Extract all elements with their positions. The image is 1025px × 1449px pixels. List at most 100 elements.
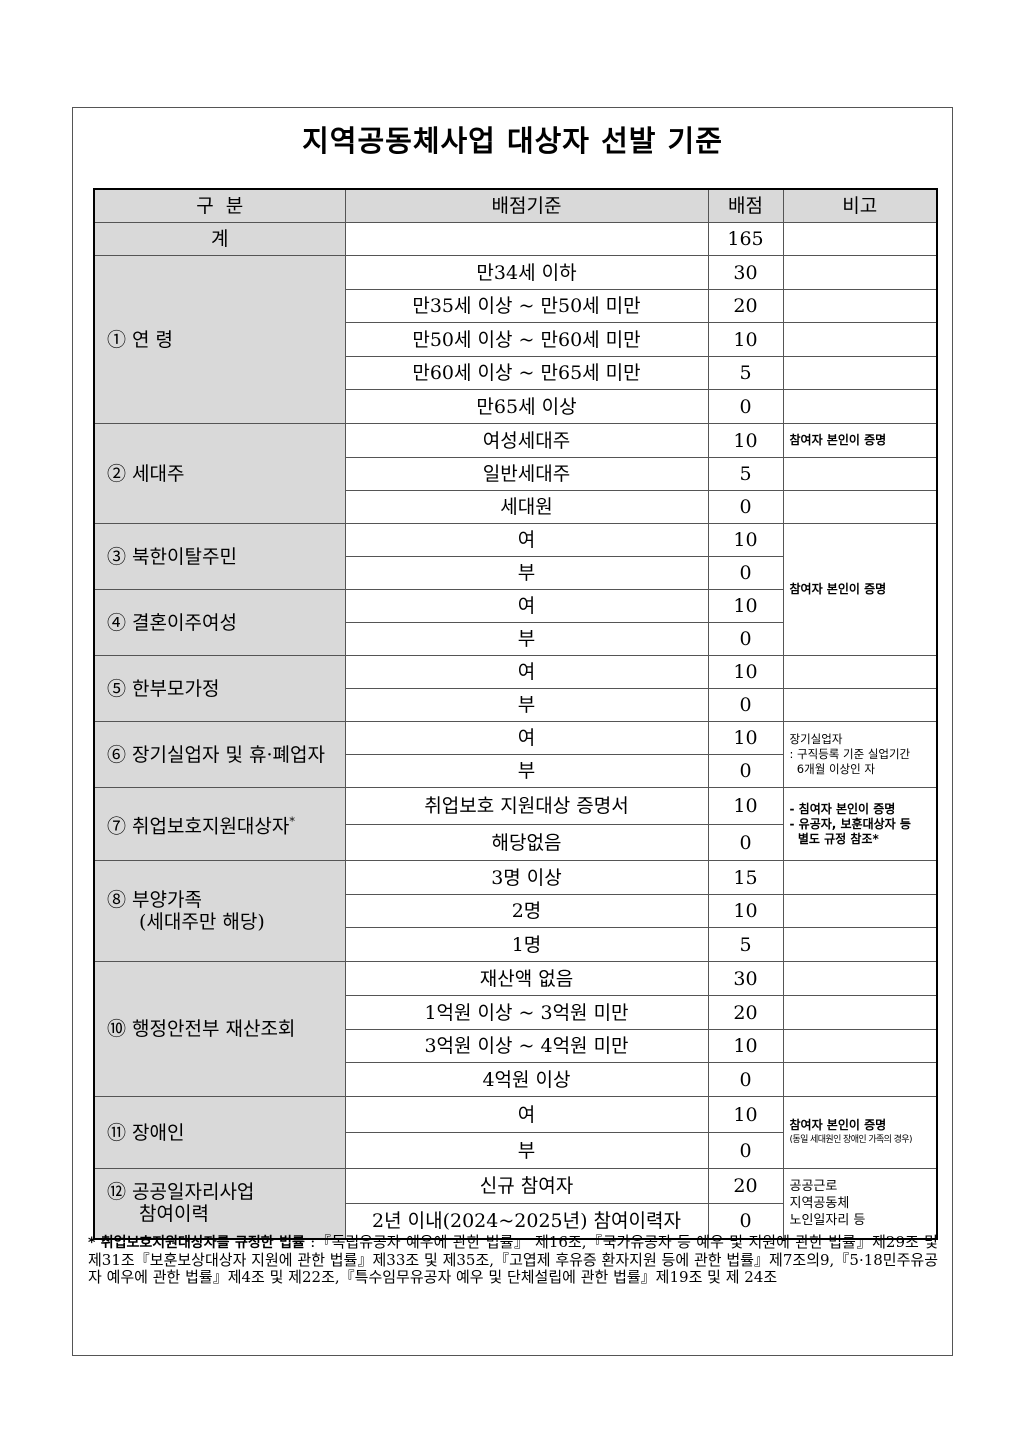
criteria-cell: 3억원 이상 ~ 4억원 미만 <box>344 1029 709 1063</box>
section-row: ⑦ 취업보호지원대상자* 취업보호 지원대상 증명서 10- 침여자 본인이 증명 -… <box>93 787 938 861</box>
score-cell: 10 <box>707 423 784 458</box>
section-row: ④ 결혼이주여성 여 10 <box>93 589 937 656</box>
remark-cell <box>782 860 938 895</box>
criteria-cell: 일반세대주 <box>344 457 709 491</box>
score-cell: 0 <box>707 389 784 424</box>
criteria-cell: 여 <box>344 655 709 689</box>
total-remark <box>782 222 938 256</box>
score-cell: 10 <box>707 589 784 623</box>
section-row: 해당없음 0 <box>94 824 937 861</box>
remark-line: 6개월 이상인 자 <box>789 762 875 776</box>
remark-cell: - 침여자 본인이 증명 - 유공자, 보훈대상자 등 별도 규정 참조* <box>782 787 938 861</box>
section-row: 4억원 이상 0 <box>94 1062 938 1097</box>
remark-cell <box>782 255 938 290</box>
remark-cell <box>782 1062 938 1097</box>
remark-cell <box>782 356 938 390</box>
section-row: ② 세대주 여성세대주 10 참여자 본인이 증명 <box>93 423 938 524</box>
criteria-cell: 만34세 이하 <box>344 255 709 290</box>
section-row: ⑩ 행정안전부 재산조회 재산액 없음 30 <box>93 961 938 1097</box>
score-cell: 10 <box>707 721 784 755</box>
remark-cell <box>782 927 938 962</box>
criteria-cell: 만65세 이상 <box>344 389 709 424</box>
total-row: 계 165 <box>93 222 938 256</box>
criteria-cell: 만60세 이상 ~ 만65세 미만 <box>344 356 709 390</box>
section-label-line2: 참여이력 <box>139 1203 209 1226</box>
criteria-cell: 만35세 이상 ~ 만50세 미만 <box>344 289 709 323</box>
footnote-heading: 취업보호지원대상자를 규정한 법률 <box>100 1235 305 1251</box>
section-label: ⑤ 한부모가정 <box>93 655 346 722</box>
criteria-cell: 여 <box>344 721 709 755</box>
section-label: ② 세대주 <box>93 423 346 524</box>
section-row: 3억원 이상 ~ 4억원 미만 10 <box>94 1029 938 1063</box>
remark-line: - 침여자 본인이 증명 <box>789 801 896 816</box>
section-row: ① 연 령 만34세 이하 30 <box>93 255 938 424</box>
section-label-text: ③ 북한이탈주민 <box>107 545 237 568</box>
remark-cell <box>782 995 938 1030</box>
section-label-text: ⑦ 취업보호지원대상자 <box>107 815 290 838</box>
remark-cell: 참여자 본인이 증명 (동일 세대원인 장애인 가족의 경우) <box>782 1096 938 1169</box>
section-label: ⑧ 부양가족 (세대주만 해당) <box>93 860 346 962</box>
remark-cell <box>782 490 938 524</box>
section-row: ⑫ 공공일자리사업 참여이력 신규 참여자 20 공공근로 지역공동체 노인일자리 등 <box>93 1168 938 1239</box>
score-cell: 20 <box>707 289 784 323</box>
score-cell: 0 <box>707 622 784 656</box>
score-cell: 0 <box>707 754 784 788</box>
section-row: 2년 이내(2024~2025년) 참여이력자 0 <box>94 1203 937 1239</box>
section-row: 만65세 이상 0 <box>94 389 938 424</box>
criteria-cell: 2명 <box>344 894 709 928</box>
header-category: 구 분 <box>93 188 346 223</box>
criteria-cell: 취업보호 지원대상 증명서 <box>344 787 709 825</box>
score-cell: 10 <box>707 787 784 825</box>
section-label-text: ⑩ 행정안전부 재산조회 <box>107 1018 296 1040</box>
criteria-cell: 만50세 이상 ~ 만60세 미만 <box>344 322 709 357</box>
score-cell: 10 <box>707 894 784 928</box>
remark-line: : 구직등록 기준 실업기간 <box>789 747 911 761</box>
remark-text: 참여자 본인이 증명 <box>789 1117 887 1132</box>
criteria-cell: 여 <box>344 589 709 623</box>
score-cell: 5 <box>707 927 784 962</box>
criteria-table: 구 분 배점기준 배점 비고 계 165 ① 연 령 만34세 이하 30 만35세 … <box>93 188 938 1240</box>
remark-line: - 유공자, 보훈대상자 등 <box>789 816 911 831</box>
header-score: 배점 <box>707 188 784 223</box>
section-label: ⑥ 장기실업자 및 휴·폐업자 <box>93 721 346 788</box>
footnote-text: :『독립유공자 예우에 관한 법률』 제16조,『국가유공자 등 예우 및 지원… <box>88 1233 938 1286</box>
section-label: ⑩ 행정안전부 재산조회 <box>93 961 346 1097</box>
criteria-cell: 세대원 <box>344 490 709 524</box>
criteria-cell: 재산액 없음 <box>344 961 709 996</box>
remark-subtext: (동일 세대원인 장애인 가족의 경우) <box>789 1134 913 1145</box>
score-cell: 0 <box>707 490 784 524</box>
score-cell: 30 <box>707 255 784 290</box>
section-label-text: ⑪ 장애인 <box>107 1121 185 1144</box>
section-row: 1명 5 <box>94 927 938 962</box>
criteria-cell: 1억원 이상 ~ 3억원 미만 <box>344 995 709 1030</box>
section-row: ⑤ 한부모가정 여 10 <box>93 655 938 722</box>
criteria-cell: 부 <box>344 1132 709 1169</box>
score-cell: 0 <box>707 688 784 722</box>
section-label: ④ 결혼이주여성 <box>93 589 346 656</box>
section-label-text: ⑧ 부양가족 <box>107 889 202 911</box>
remark-cell: 참여자 본인이 증명 <box>782 423 938 458</box>
score-cell: 5 <box>707 457 784 491</box>
section-row: 1억원 이상 ~ 3억원 미만 20 <box>94 995 938 1030</box>
score-cell: 10 <box>707 523 784 557</box>
remark-cell: 공공근로 지역공동체 노인일자리 등 <box>782 1168 938 1239</box>
total-label: 계 <box>93 222 346 256</box>
score-cell: 0 <box>707 1062 784 1097</box>
remark-line: 별도 규정 참조* <box>789 831 879 846</box>
section-label-text: ② 세대주 <box>107 462 185 485</box>
score-cell: 5 <box>707 356 784 390</box>
section-label-text: ⑤ 한부모가정 <box>107 677 220 700</box>
page-title: 지역공동체사업 대상자 선발 기준 <box>302 124 723 158</box>
remark-cell: 장기실업자: 구직등록 기준 실업기간 6개월 이상인 자 <box>782 721 938 788</box>
remark-cell <box>782 688 938 722</box>
remark-cell: 참여자 본인이 증명 <box>782 523 938 656</box>
remark-cell <box>782 961 938 996</box>
remark-line: 노인일자리 등 <box>789 1212 866 1228</box>
score-cell: 0 <box>707 824 784 861</box>
section-row: 일반세대주 5 <box>94 457 938 491</box>
remark-cell <box>782 655 938 689</box>
criteria-cell: 2년 이내(2024~2025년) 참여이력자 <box>344 1203 709 1239</box>
section-row: ⑧ 부양가족 (세대주만 해당) 3명 이상 15 <box>93 860 938 962</box>
